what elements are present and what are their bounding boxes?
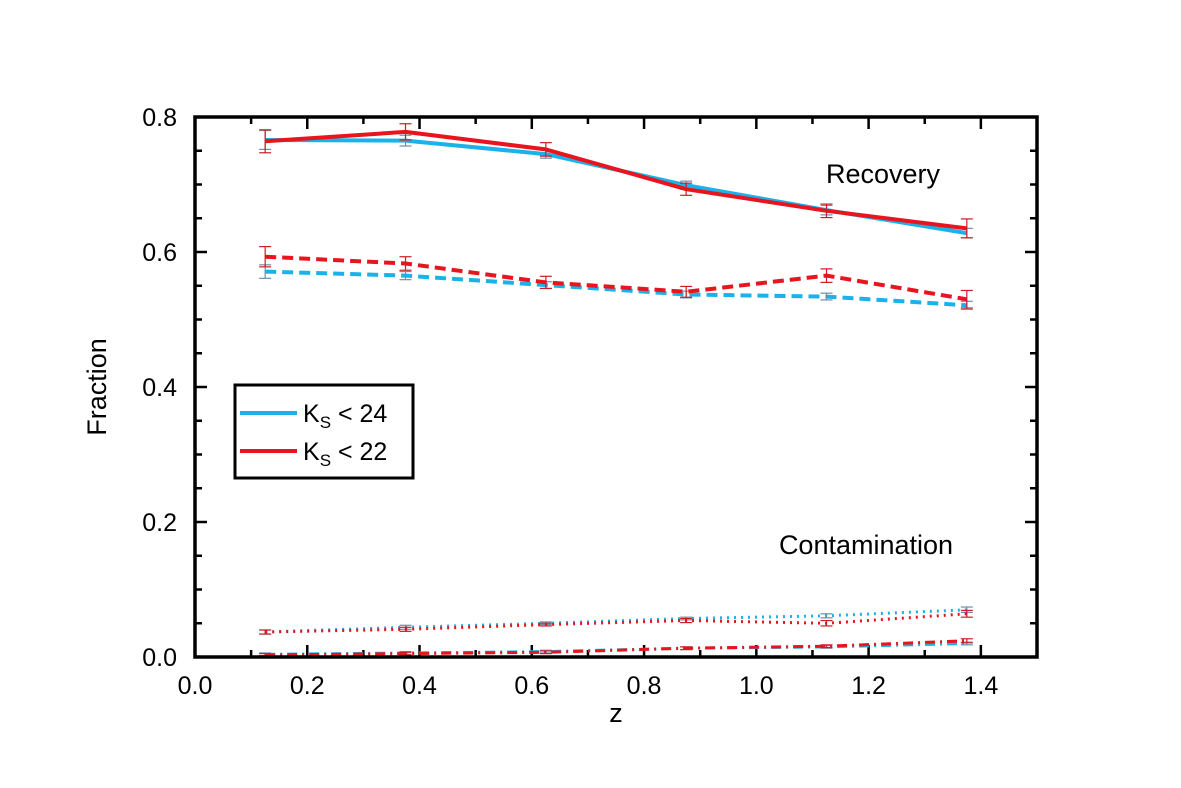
- error-bar: [820, 203, 833, 219]
- error-bar: [820, 613, 833, 619]
- error-bar: [960, 218, 973, 239]
- error-bar: [820, 268, 833, 283]
- legend: KS < 24 KS < 22: [233, 383, 415, 480]
- x-axis-label: z: [609, 698, 623, 728]
- error-bar: [259, 246, 272, 268]
- series-line: [265, 254, 968, 302]
- error-bar: [259, 629, 272, 635]
- error-bar: [399, 256, 412, 271]
- y-tick-label: 0.2: [142, 509, 177, 537]
- plot-frame: [193, 115, 1039, 659]
- x-tick-label: 1.4: [963, 672, 998, 700]
- error-bar: [680, 617, 693, 624]
- error-bar: [539, 142, 552, 157]
- series-line: [265, 269, 967, 308]
- legend-box: [233, 383, 415, 480]
- y-tick-label: 0.6: [142, 239, 177, 267]
- tick-labels: 0.0 0.2 0.4 0.6 0.8 1.0 1.2 1.4 0.0 0.2 0.4 0.6 0.8: [142, 104, 998, 700]
- x-tick-label: 1.2: [851, 672, 886, 700]
- y-tick-label: 0.0: [142, 644, 177, 672]
- y-tick-label: 0.4: [142, 374, 177, 402]
- x-tick-label: 0.6: [514, 672, 549, 700]
- error-bar: [820, 292, 833, 301]
- error-bar: [960, 289, 973, 309]
- error-bar: [539, 275, 552, 290]
- x-tick-label: 0.4: [402, 672, 437, 700]
- annotation-contamination: Contamination: [779, 530, 953, 560]
- error-bar: [820, 619, 833, 627]
- error-bar: [680, 182, 693, 196]
- y-axis-label: Fraction: [82, 338, 112, 436]
- error-bar: [539, 650, 552, 655]
- y-tick-label: 0.8: [142, 104, 177, 132]
- error-bar: [680, 285, 693, 298]
- series-line: [265, 639, 967, 657]
- x-tick-label: 0.2: [290, 672, 325, 700]
- series-line: [265, 612, 967, 634]
- series-layer: [259, 123, 973, 657]
- x-tick-label: 0.0: [178, 672, 213, 700]
- error-bar: [399, 626, 412, 632]
- annotation-recovery: Recovery: [826, 159, 941, 189]
- series-line: [265, 608, 967, 634]
- error-bar: [960, 609, 973, 618]
- error-bar: [259, 129, 272, 154]
- x-tick-label: 1.0: [739, 672, 774, 700]
- error-bar: [820, 644, 833, 649]
- error-bar: [680, 646, 693, 651]
- series-line: [265, 129, 968, 231]
- error-bar: [399, 651, 412, 656]
- legend-label-blue: KS < 24: [303, 400, 387, 432]
- error-bar: [399, 123, 412, 141]
- error-bar: [399, 270, 412, 281]
- legend-label-red: KS < 22: [303, 438, 387, 470]
- error-bar: [539, 622, 552, 627]
- error-bar: [960, 638, 973, 644]
- x-tick-label: 0.8: [627, 672, 662, 700]
